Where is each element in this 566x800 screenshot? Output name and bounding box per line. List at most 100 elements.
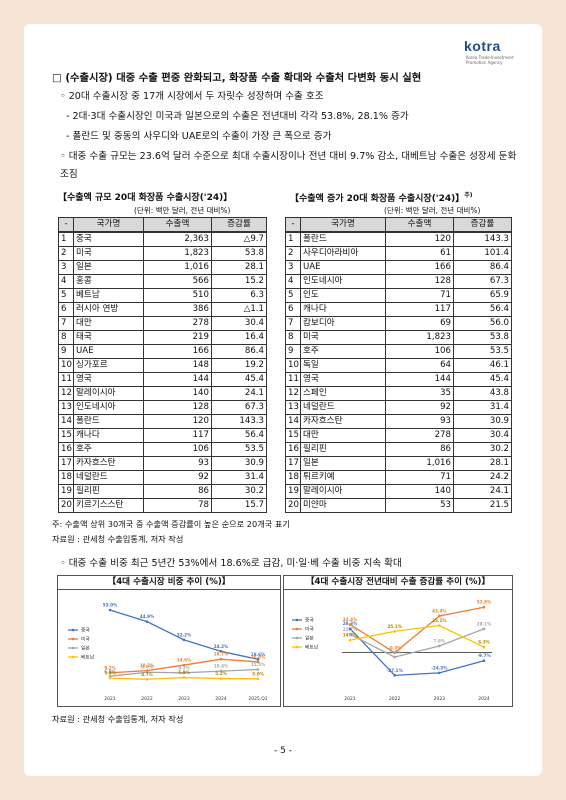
table-cell: 45.4 [211, 372, 267, 387]
x-tick-label: 2024 [478, 696, 490, 702]
table-cell: 1 [285, 231, 301, 247]
data-label: 25.1% [387, 624, 402, 629]
legend-marker [71, 646, 75, 650]
table-cell: 6 [58, 302, 74, 317]
table-cell: 8 [58, 330, 74, 345]
table-cell: 30.9 [211, 456, 267, 471]
table-cell: 미얀마 [300, 498, 386, 513]
table-cell: 러시아 연방 [73, 302, 144, 317]
note: 주: 수출액 상위 30개국 중 수출액 증감률이 높은 순으로 20개국 표기 [52, 519, 290, 529]
table-cell: 92 [143, 470, 212, 485]
table-cell: 53 [385, 498, 454, 513]
data-label: 9.2% [104, 665, 116, 670]
table-cell: 166 [385, 260, 454, 275]
point [393, 651, 396, 655]
table-cell: 11 [285, 372, 301, 387]
table-cell: UAE [73, 344, 144, 359]
table-row: 17 카자흐스탄 93 30.9 [58, 456, 267, 471]
table-cell: 네덜란드 [73, 470, 144, 485]
table-cell: 말레이시아 [73, 386, 144, 401]
table-cell: 키르기스스탄 [73, 498, 144, 513]
table-cell: 21.5 [453, 498, 512, 513]
table-row: 13 인도네시아 128 67.3 [58, 400, 267, 415]
table-cell: 128 [385, 274, 454, 289]
table-cell: 말레이시아 [300, 484, 386, 499]
table-cell: 24.1 [453, 484, 512, 499]
logo: kotra [464, 38, 501, 54]
table-cell: 16 [285, 442, 301, 457]
point [482, 627, 486, 631]
table-row: 14 카자흐스탄 93 30.9 [285, 414, 512, 429]
table-cell: 1,016 [143, 260, 212, 275]
table-cell: 28.1 [211, 260, 267, 275]
page: kotra Korea Trade-Investment Promotion A… [24, 24, 542, 776]
header-cell: 수출액 [385, 217, 454, 233]
table-row: 8 태국 219 16.4 [58, 330, 267, 345]
table-cell: 166 [143, 344, 212, 359]
table-row: 19 필리핀 86 30.2 [58, 484, 267, 499]
chart-title: 【4대 수출시장 전년대비 수출 증감률 추이 (%)】 [284, 576, 512, 590]
table-cell: 싱가포르 [73, 358, 144, 373]
data-label: 32.1% [432, 618, 447, 623]
table-cell: 15.7 [211, 498, 267, 513]
data-label: -9.7% [477, 653, 491, 658]
data-label: 53.8% [477, 600, 492, 605]
table-cell: 4 [58, 274, 74, 289]
logo-subtitle: Korea Trade-Investment Promotion Agency [466, 55, 514, 65]
data-label: 28.1% [477, 621, 492, 626]
table-cell: 128 [143, 400, 212, 415]
series-line [349, 606, 485, 654]
table-cell: 7 [58, 316, 74, 331]
table-row: 11 영국 144 45.4 [285, 372, 512, 387]
source: 자료원 : 관세청 수출입통계, 저자 작성 [52, 714, 184, 724]
table-cell: 86.4 [211, 344, 267, 359]
table-row: 11 영국 144 45.4 [58, 372, 267, 387]
x-tick-label: 2022 [389, 696, 401, 702]
table-cell: 53.8 [453, 330, 512, 345]
table-cell: 19.2 [211, 358, 267, 373]
table-cell: 20 [285, 498, 301, 513]
data-label: 44.9% [140, 614, 155, 619]
table-cell: 15.2 [211, 274, 267, 289]
table-cell: 인도네시아 [73, 400, 144, 415]
table-cell: 67.3 [453, 274, 512, 289]
data-label: 7.8% [434, 638, 446, 643]
table-row: 10 싱가포르 148 19.2 [58, 358, 267, 373]
table-cell: 9 [285, 344, 301, 359]
table-cell: UAE [300, 260, 386, 275]
point [108, 608, 112, 612]
data-label: 10.4% [214, 664, 229, 669]
table-row: 18 튀르키예 71 24.2 [285, 470, 512, 485]
data-label: 6.3% [478, 640, 490, 645]
table-row: 6 러시아 연방 386 △1.1 [58, 302, 267, 317]
x-tick-label: 2021 [344, 696, 356, 702]
table-row: 20 미얀마 53 21.5 [285, 498, 512, 513]
table-cell: 태국 [73, 330, 144, 345]
table-cell: 20 [58, 498, 74, 513]
data-label: -27.1% [387, 668, 404, 673]
data-label: 5.2% [215, 671, 227, 676]
table-row: 6 캐나다 117 56.4 [285, 302, 512, 317]
data-label: 16.8% [251, 654, 266, 659]
point [182, 671, 186, 675]
table-cell: 6.3 [211, 288, 267, 303]
table-cell: 30.9 [453, 414, 512, 429]
sub-bullet: - 폴란드 및 중동의 사우디와 UAE로의 수출이 가장 큰 폭으로 증가 [66, 131, 332, 142]
table-cell: 61 [385, 246, 454, 261]
table-row: 10 독일 64 46.1 [285, 358, 512, 373]
table-cell: 56.4 [211, 428, 267, 443]
bullet: ◦ 20대 수출시장 중 17개 시장에서 두 자릿수 성장하며 수출 호조 [60, 91, 324, 102]
table-cell: 278 [385, 428, 454, 443]
table-cell: 10 [285, 358, 301, 373]
table-cell: 인도네시아 [300, 274, 386, 289]
source: 자료원 : 관세청 수출입통계, 저자 작성 [52, 534, 184, 544]
chart-panel: 【4대 수출시장 전년대비 수출 증감률 추이 (%)】 2021 2022 202… [283, 575, 513, 707]
legend-marker [295, 627, 299, 631]
chart-title: 【4대 수출시장 비중 추이 (%)】 [58, 576, 280, 590]
table-cell: 86 [385, 442, 454, 457]
table-cell: 86 [143, 484, 212, 499]
point [393, 674, 396, 677]
table-row: 5 인도 71 65.9 [285, 288, 512, 303]
table-unit: (단위: 백만 달러, 전년 대비%) [384, 206, 481, 215]
header-row: - 국가명 수출액 증감률 [285, 217, 512, 233]
